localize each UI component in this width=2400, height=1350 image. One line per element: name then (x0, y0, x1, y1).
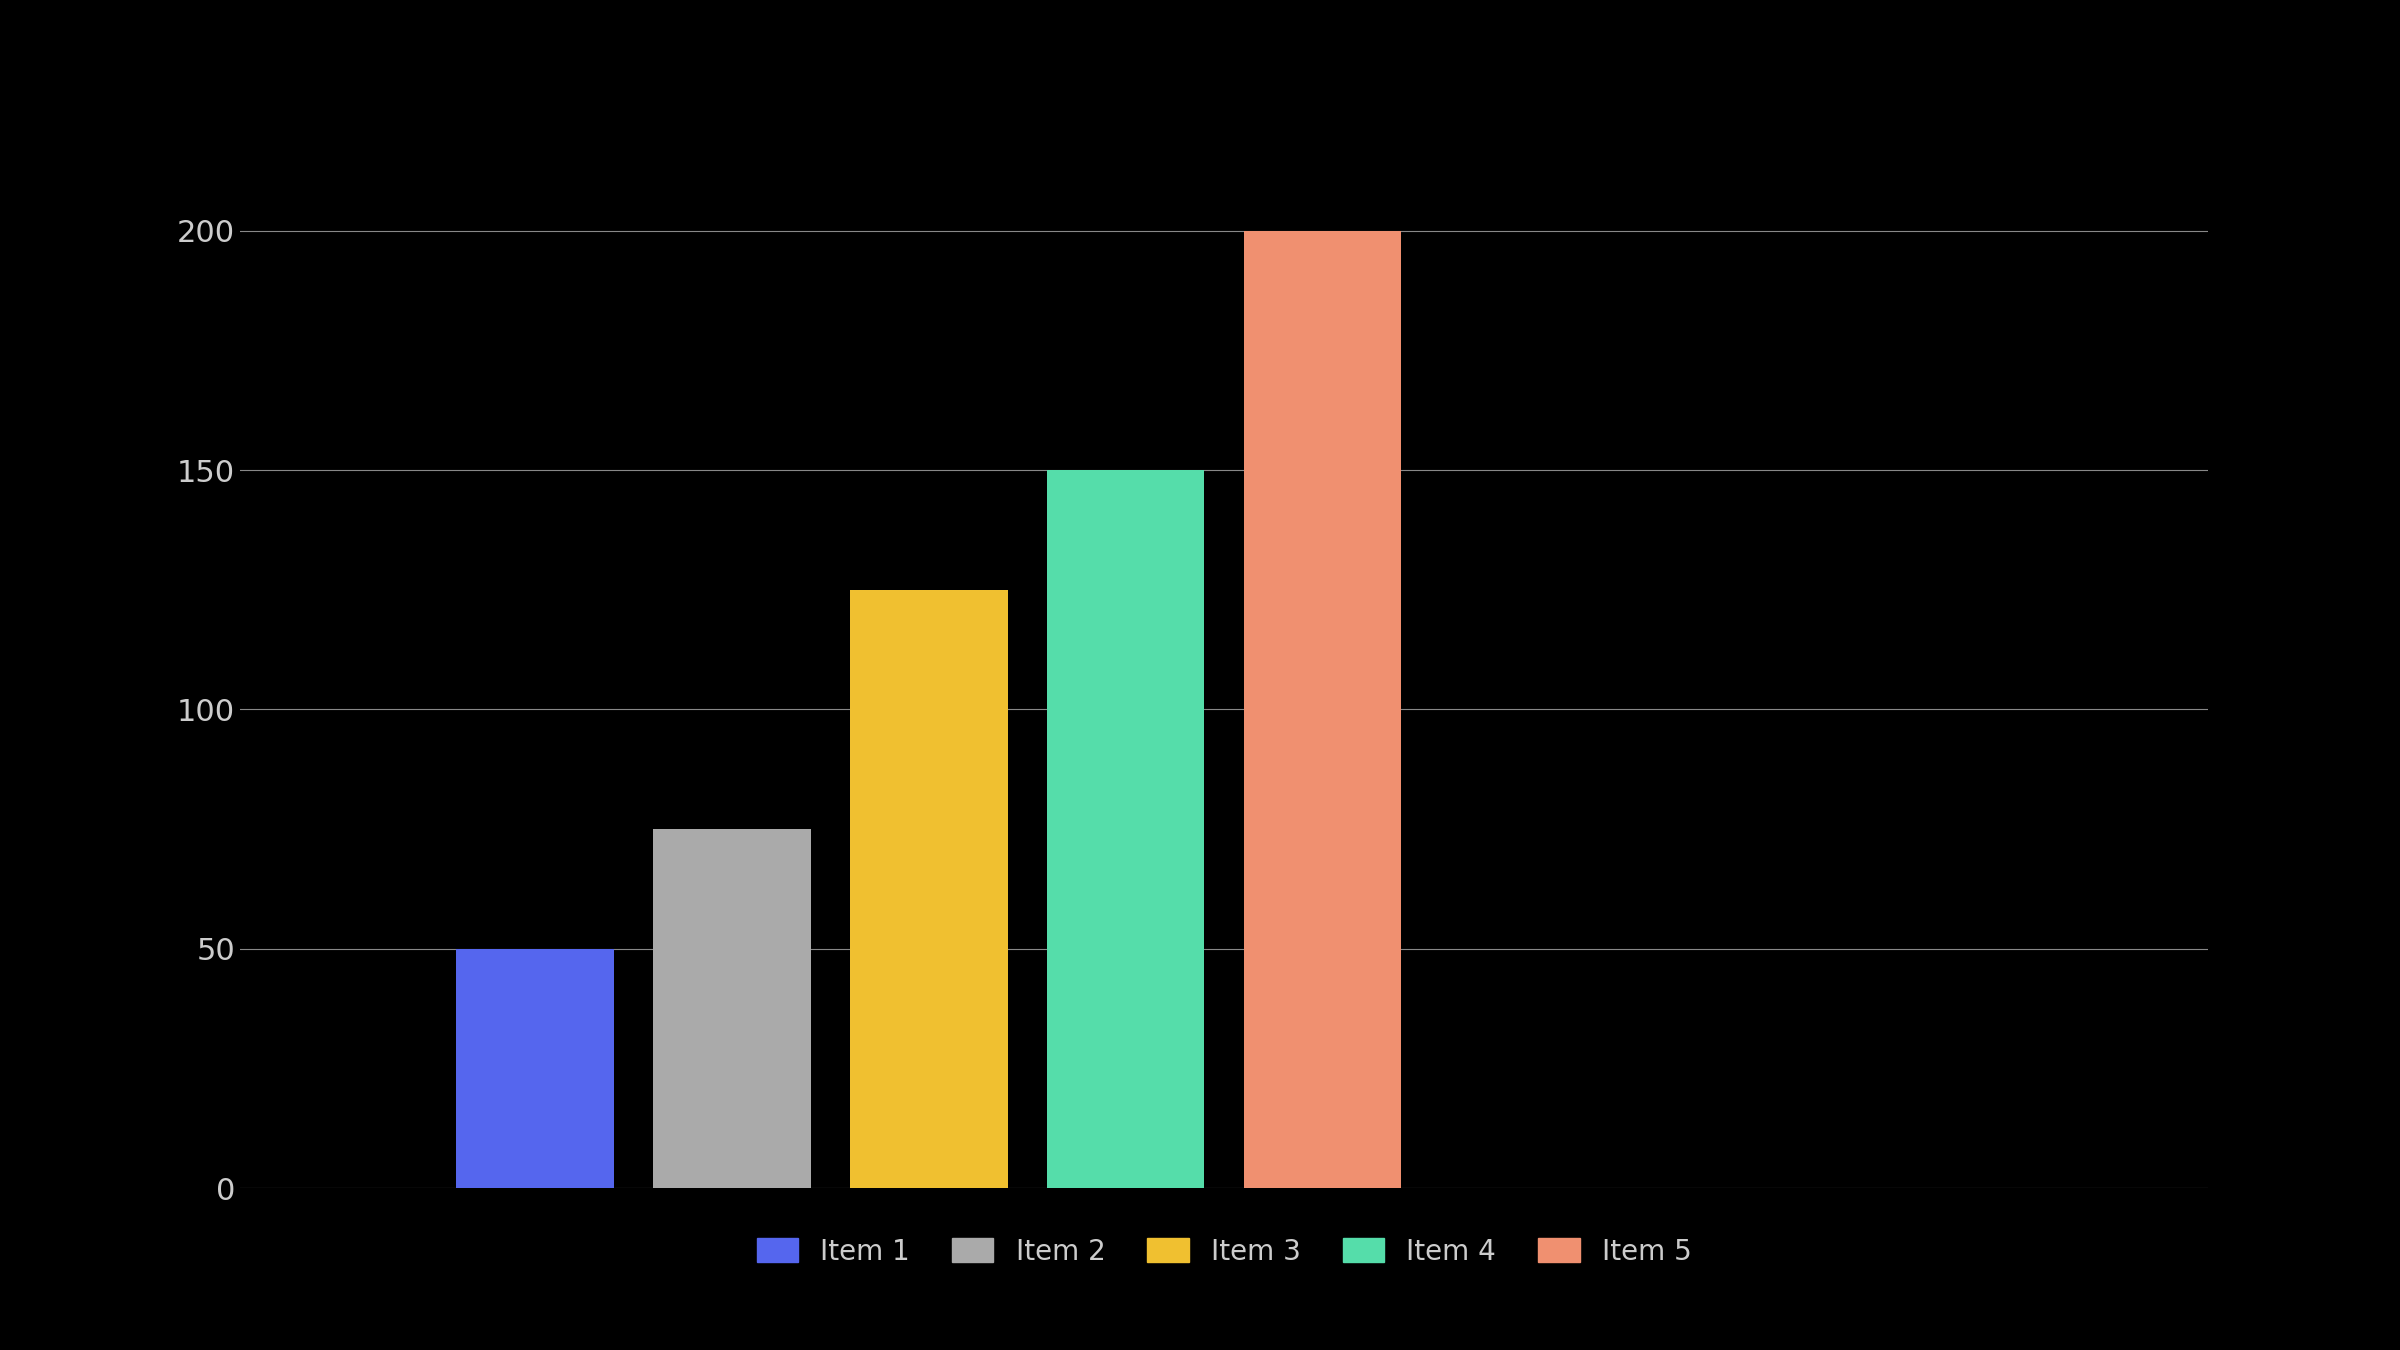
Bar (1243, 231, 1402, 1188)
Bar (1046, 470, 1205, 1188)
Legend: Item 1, Item 2, Item 3, Item 4, Item 5: Item 1, Item 2, Item 3, Item 4, Item 5 (742, 1223, 1706, 1280)
Bar (653, 829, 811, 1188)
Bar (850, 590, 1008, 1188)
Bar (456, 949, 614, 1188)
